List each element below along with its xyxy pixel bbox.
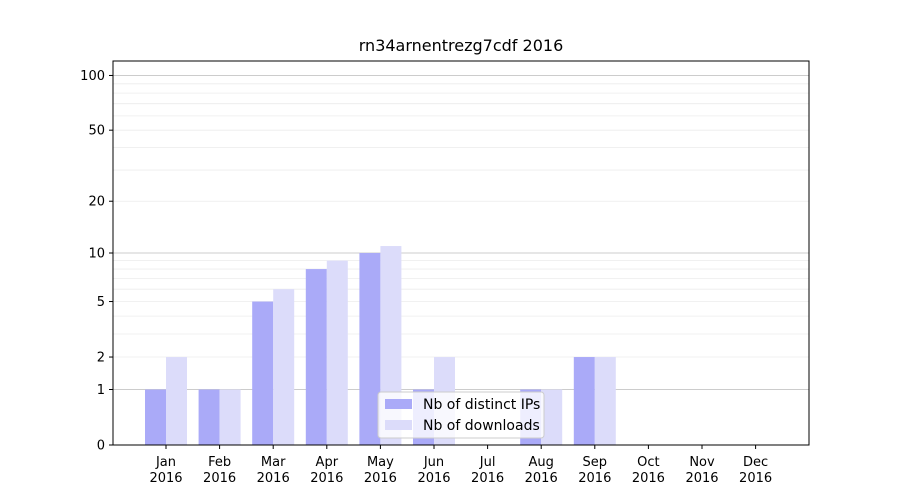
- x-tick-label-month: Apr: [316, 455, 339, 470]
- grid-lines: [113, 74, 809, 390]
- x-tick-label-year: 2016: [310, 471, 343, 486]
- x-axis: Jan2016Feb2016Mar2016Apr2016May2016Jun20…: [149, 445, 772, 486]
- y-tick-label: 1: [97, 383, 105, 398]
- bar-distinct-ips: [573, 357, 595, 445]
- y-tick-label: 100: [80, 69, 105, 84]
- bar-downloads: [273, 289, 295, 445]
- y-tick-label: 0: [97, 439, 105, 454]
- legend-label-distinct-ips: Nb of distinct IPs: [423, 397, 540, 413]
- x-tick-label-year: 2016: [525, 471, 558, 486]
- x-tick-label-year: 2016: [685, 471, 718, 486]
- x-tick-label-year: 2016: [632, 471, 665, 486]
- x-tick-label-month: Nov: [689, 455, 715, 470]
- x-tick-label-month: Sep: [583, 455, 608, 470]
- y-tick-label: 2: [97, 351, 105, 366]
- legend-label-downloads: Nb of downloads: [423, 418, 540, 434]
- bar-downloads: [326, 260, 348, 445]
- legend-swatch-distinct-ips: [385, 399, 412, 409]
- x-tick-label-month: Feb: [208, 455, 231, 470]
- x-tick-label-month: Jun: [423, 455, 444, 470]
- bar-downloads: [166, 357, 187, 445]
- y-tick-label: 20: [88, 195, 105, 210]
- y-tick-label: 10: [88, 247, 105, 262]
- x-tick-label-year: 2016: [739, 471, 772, 486]
- bar-downloads: [594, 357, 616, 445]
- x-tick-label-year: 2016: [417, 471, 450, 486]
- legend-box: [377, 391, 545, 439]
- x-tick-label-year: 2016: [578, 471, 611, 486]
- bar-distinct-ips: [305, 269, 327, 445]
- chart-title: rn34arnentrezg7cdf 2016: [359, 36, 564, 55]
- legend-swatch-downloads: [385, 420, 412, 430]
- x-tick-label-year: 2016: [257, 471, 290, 486]
- x-tick-label-month: Aug: [529, 455, 554, 470]
- bar-distinct-ips: [359, 253, 381, 445]
- x-tick-label-year: 2016: [203, 471, 236, 486]
- x-tick-label-year: 2016: [471, 471, 504, 486]
- bar-distinct-ips: [252, 301, 274, 445]
- bar-downloads: [219, 389, 241, 445]
- x-tick-label-month: Jul: [479, 455, 496, 470]
- y-tick-label: 50: [88, 124, 105, 139]
- x-tick-label-month: Mar: [261, 455, 286, 470]
- y-tick-label: 5: [97, 295, 105, 310]
- y-axis: 0 1 2 5 10 20 50 100: [80, 69, 113, 454]
- x-tick-label-year: 2016: [149, 471, 182, 486]
- bar-distinct-ips: [198, 389, 220, 445]
- x-tick-label-year: 2016: [364, 471, 397, 486]
- x-tick-label-month: May: [367, 455, 394, 470]
- x-tick-label-month: Jan: [155, 455, 176, 470]
- x-tick-label-month: Dec: [743, 455, 768, 470]
- bar-downloads: [541, 389, 563, 445]
- bar-distinct-ips: [145, 389, 166, 445]
- legend: Nb of distinct IPs Nb of downloads: [377, 391, 545, 439]
- x-tick-label-month: Oct: [637, 455, 659, 470]
